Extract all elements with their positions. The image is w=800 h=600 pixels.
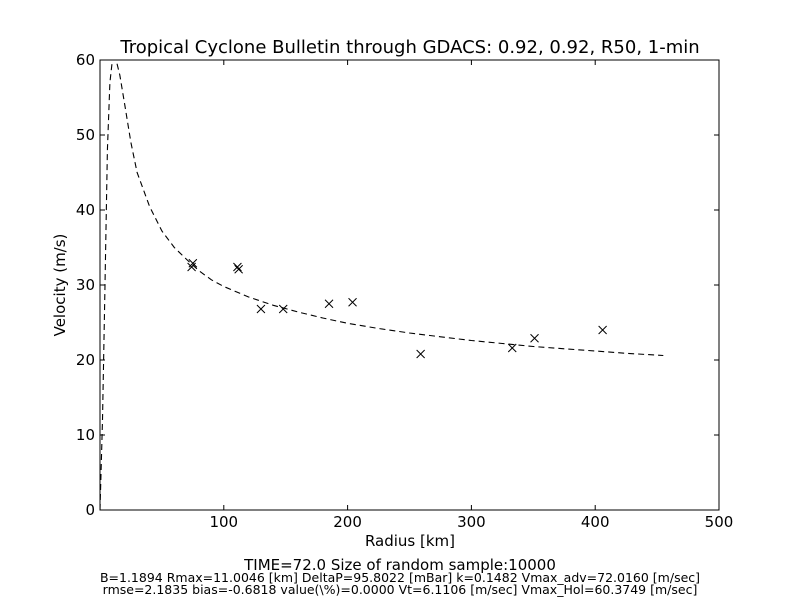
x-tick-label: 200 bbox=[333, 513, 362, 531]
x-axis-label: Radius [km] bbox=[365, 532, 455, 550]
data-point-marker bbox=[256, 304, 266, 314]
x-tick-label: 500 bbox=[705, 513, 734, 531]
data-point-marker bbox=[233, 262, 242, 272]
data-point-marker bbox=[234, 264, 244, 274]
chart-title: Tropical Cyclone Bulletin through GDACS:… bbox=[119, 37, 699, 58]
y-tick-label: 30 bbox=[76, 276, 95, 294]
data-point-marker bbox=[530, 333, 539, 343]
x-tick-label: 400 bbox=[581, 513, 610, 531]
data-point-marker bbox=[348, 297, 357, 307]
data-point-marker bbox=[507, 343, 517, 353]
y-tick-label: 50 bbox=[76, 126, 95, 144]
data-point-marker bbox=[416, 349, 425, 359]
data-point-marker bbox=[188, 258, 198, 268]
x-tick-label: 100 bbox=[209, 513, 238, 531]
axis-ticks bbox=[100, 59, 720, 511]
data-point-marker bbox=[278, 304, 288, 314]
y-axis-label: Velocity (m/s) bbox=[51, 234, 69, 337]
data-point-marker bbox=[598, 325, 607, 335]
y-tick-label: 40 bbox=[76, 201, 95, 219]
y-tick-label: 10 bbox=[76, 426, 95, 444]
observation-markers bbox=[187, 258, 607, 359]
data-point-marker bbox=[324, 299, 334, 309]
footer-line-3: rmse=2.1835 bias=-0.6818 value(\%)=0.000… bbox=[103, 582, 698, 597]
plot-area: 100 200 300 400 500 0 10 20 30 40 50 60 bbox=[76, 51, 733, 531]
footer-line-2: B=1.1894 Rmax=11.0046 [km] DeltaP=95.802… bbox=[100, 570, 700, 585]
y-tick-label: 20 bbox=[76, 351, 95, 369]
y-tick-label: 60 bbox=[76, 51, 95, 69]
fit-curve-group bbox=[100, 60, 664, 510]
y-tick-label: 0 bbox=[85, 501, 95, 519]
fit-curve bbox=[100, 60, 664, 510]
footer-line-1: TIME=72.0 Size of random sample:10000 bbox=[243, 556, 556, 574]
axis-tick-labels: 100 200 300 400 500 0 10 20 30 40 50 60 bbox=[76, 51, 733, 531]
x-tick-label: 300 bbox=[457, 513, 486, 531]
plot-frame bbox=[99, 59, 720, 511]
